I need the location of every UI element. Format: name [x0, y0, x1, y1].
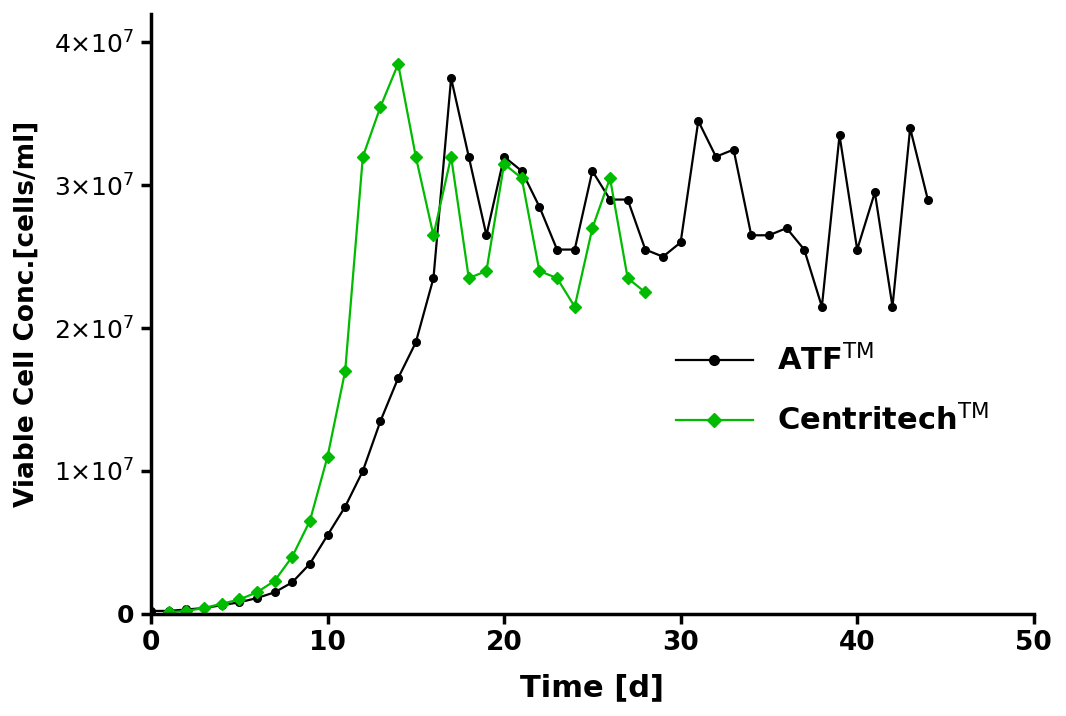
- Legend: ATF$^{\mathrm{TM}}$, Centritech$^{\mathrm{TM}}$: ATF$^{\mathrm{TM}}$, Centritech$^{\mathr…: [664, 332, 1001, 448]
- Y-axis label: Viable Cell Conc.[cells/ml]: Viable Cell Conc.[cells/ml]: [14, 121, 39, 507]
- X-axis label: Time [d]: Time [d]: [520, 673, 664, 702]
